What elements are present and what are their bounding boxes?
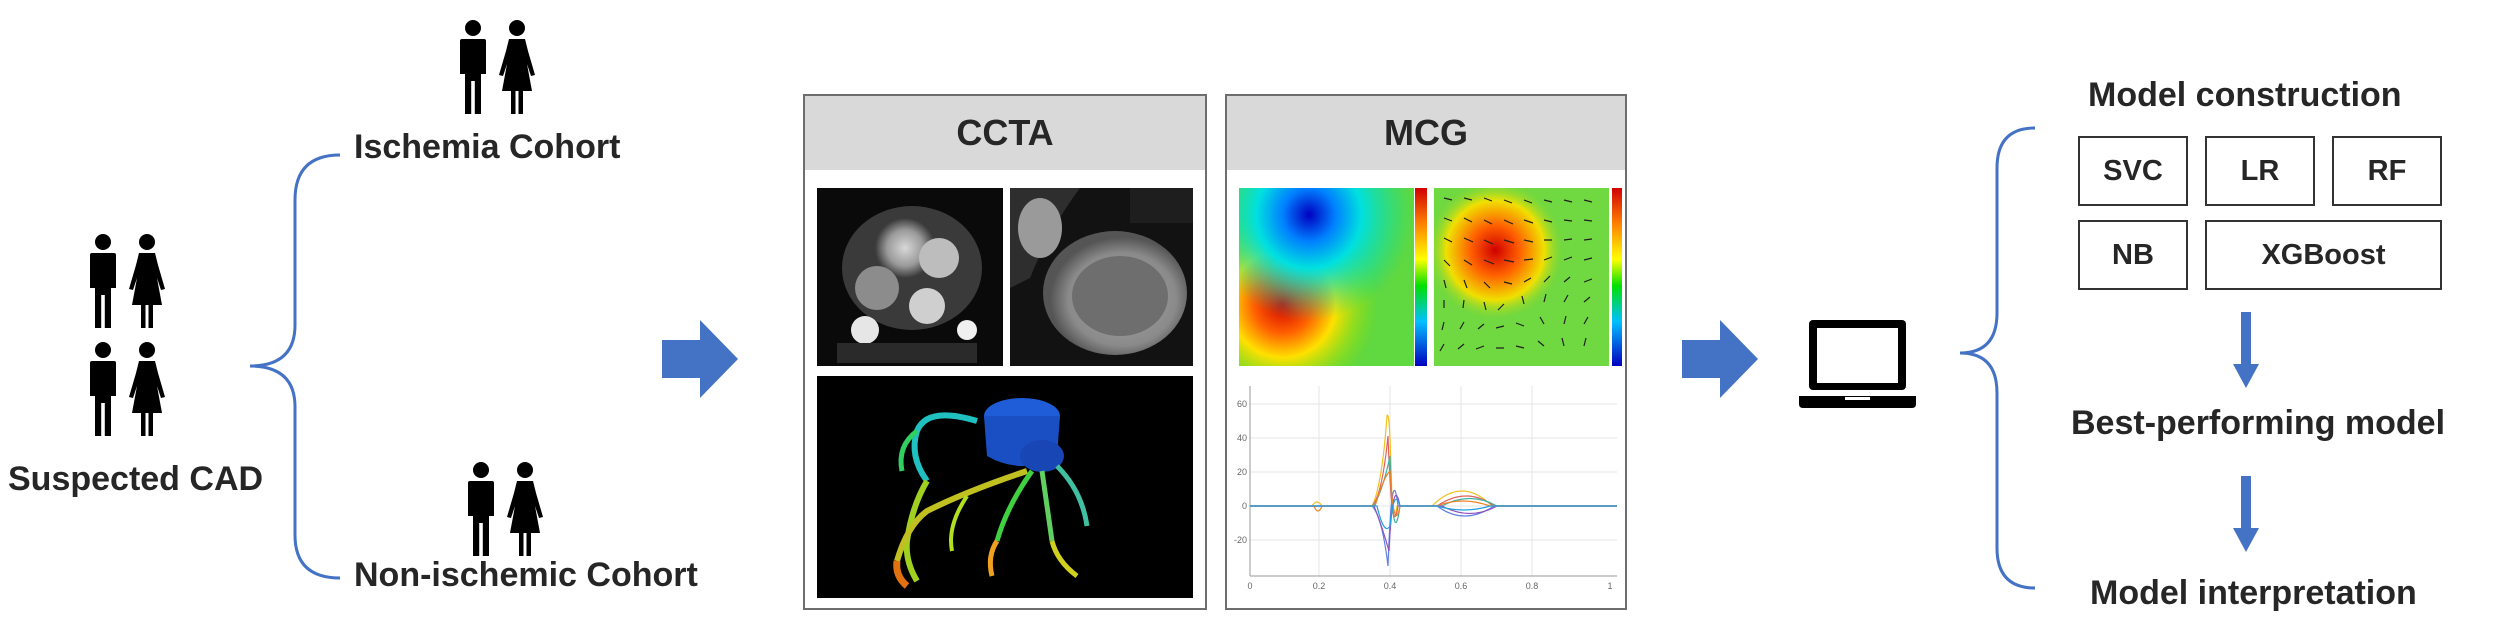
model-box-rf: RF — [2332, 136, 2442, 206]
suspected-cad-label: Suspected CAD — [8, 460, 264, 498]
laptop-icon — [1799, 320, 1916, 408]
mcg-panel: MCG — [1225, 94, 1627, 610]
nonischemic-cohort-label: Non-ischemic Cohort — [354, 556, 698, 594]
model-box-svc: SVC — [2078, 136, 2188, 206]
modeling-bracket — [1959, 126, 2036, 590]
mcg-xtick: 0.4 — [1384, 581, 1397, 591]
mcg-field-map — [1239, 188, 1414, 366]
mcg-current-density-map — [1434, 188, 1609, 366]
model-interpretation-label: Model interpretation — [2090, 574, 2417, 612]
mcg-current-colorbar — [1612, 188, 1622, 366]
nonischemic-people-icon — [468, 462, 543, 556]
ischemia-people-icon — [460, 20, 535, 114]
mcg-xtick: 0.6 — [1455, 581, 1468, 591]
down-arrow-2 — [2233, 476, 2259, 552]
suspected-people-icon-2 — [90, 342, 165, 436]
mcg-xtick: 0 — [1247, 581, 1252, 591]
mcg-ytick: 20 — [1237, 467, 1247, 477]
model-construction-title: Model construction — [2088, 76, 2402, 114]
down-arrow-1 — [2233, 312, 2259, 388]
ischemia-cohort-label: Ischemia Cohort — [354, 128, 621, 166]
ccta-axial-image — [817, 188, 1003, 366]
suspected-people-icon — [90, 234, 165, 328]
cohort-bracket — [249, 153, 341, 580]
mcg-ytick: -20 — [1234, 535, 1247, 545]
ccta-coronary-tree-image — [817, 376, 1193, 598]
mcg-waveform-plot: 60 40 20 0 -20 0 0.2 0.4 0.6 0.8 1 — [1232, 376, 1620, 602]
mcg-xtick: 0.8 — [1526, 581, 1539, 591]
flow-arrow-2 — [1682, 320, 1758, 398]
model-box-lr: LR — [2205, 136, 2315, 206]
flow-arrow-1 — [662, 320, 738, 398]
mcg-xtick: 0.2 — [1313, 581, 1326, 591]
mcg-ytick: 60 — [1237, 399, 1247, 409]
model-box-xgboost: XGBoost — [2205, 220, 2442, 290]
mcg-xtick: 1 — [1607, 581, 1612, 591]
ccta-title: CCTA — [805, 96, 1205, 170]
mcg-ytick: 0 — [1242, 501, 1247, 511]
mcg-field-colorbar — [1415, 188, 1427, 366]
best-performing-model-label: Best-performing model — [2071, 404, 2446, 442]
mcg-title: MCG — [1227, 96, 1625, 170]
mcg-ytick: 40 — [1237, 433, 1247, 443]
ccta-panel: CCTA — [803, 94, 1207, 610]
model-box-nb: NB — [2078, 220, 2188, 290]
ccta-longaxis-image — [1010, 188, 1193, 366]
